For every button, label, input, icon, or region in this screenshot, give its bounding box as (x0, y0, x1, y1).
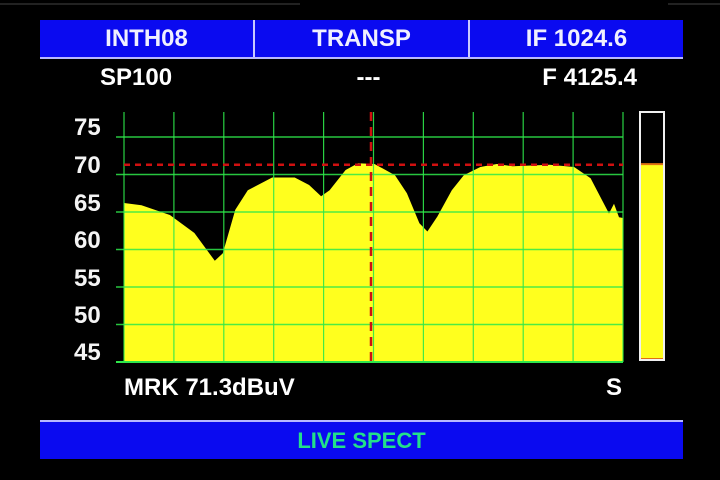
mode-label[interactable]: LIVE SPECT (297, 427, 426, 453)
y-tick-label: 45 (74, 339, 101, 366)
y-tick-label: 60 (74, 227, 101, 254)
header-function[interactable]: TRANSP (253, 20, 468, 57)
top-divider (668, 3, 720, 5)
marker-readout: MRK 71.3dBuV (124, 374, 295, 401)
header-bar: INTH08 TRANSP IF 1024.6 (40, 20, 683, 59)
span-value: SP100 (100, 64, 173, 91)
y-tick-label: 70 (74, 152, 101, 179)
header-mode[interactable]: INTH08 (105, 24, 188, 52)
y-tick-label: 55 (74, 265, 101, 292)
info-row: SP100 --- F 4125.4 (40, 62, 683, 94)
footer-bar: LIVE SPECT (40, 420, 683, 459)
frequency-value: F 4125.4 (542, 64, 637, 91)
center-value: --- (356, 64, 381, 91)
s-label: S (606, 374, 623, 401)
level-meter-fill (640, 164, 664, 360)
y-tick-label: 65 (74, 190, 101, 217)
header-if-frequency[interactable]: IF 1024.6 (468, 20, 683, 57)
y-tick-label: 50 (74, 302, 101, 329)
level-meter-frame (639, 111, 665, 361)
top-divider (0, 3, 300, 5)
y-tick-label: 75 (74, 114, 101, 141)
